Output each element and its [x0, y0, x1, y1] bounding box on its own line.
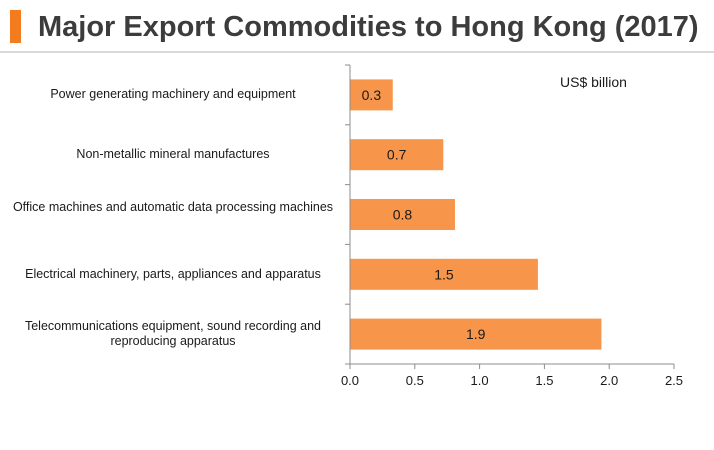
bar-1	[350, 139, 444, 171]
chart-title: Major Export Commodities to Hong Kong (2…	[38, 11, 699, 43]
category-label-2: Office machines and automatic data proce…	[12, 199, 334, 214]
bar-2	[350, 199, 455, 230]
x-tick-label-4: 2.0	[600, 373, 618, 388]
bar-4	[350, 318, 602, 350]
x-tick-label-5: 2.5	[665, 373, 683, 388]
data-label-3: 1.5	[434, 266, 454, 282]
x-tick-label-3: 1.5	[535, 373, 553, 388]
unit-label: US$ billion	[560, 74, 627, 90]
data-label-1: 0.7	[387, 147, 407, 163]
category-label-3: Electrical machinery, parts, appliances …	[25, 266, 321, 281]
bar-0	[350, 79, 393, 111]
bar-3	[350, 258, 538, 290]
data-label-0: 0.3	[362, 87, 382, 103]
data-label-4: 1.9	[466, 326, 486, 342]
data-label-2: 0.8	[393, 207, 413, 223]
title-divider	[0, 51, 714, 53]
x-tick-label-0: 0.0	[341, 373, 359, 388]
title-accent-bar	[10, 10, 21, 43]
category-label-0: Power generating machinery and equipment	[50, 87, 296, 102]
x-tick-label-2: 1.0	[471, 373, 489, 388]
category-label-4: Telecommunications equipment, sound reco…	[24, 319, 321, 349]
category-label-1: Non-metallic mineral manufactures	[76, 147, 270, 162]
x-tick-label-1: 0.5	[406, 373, 424, 388]
